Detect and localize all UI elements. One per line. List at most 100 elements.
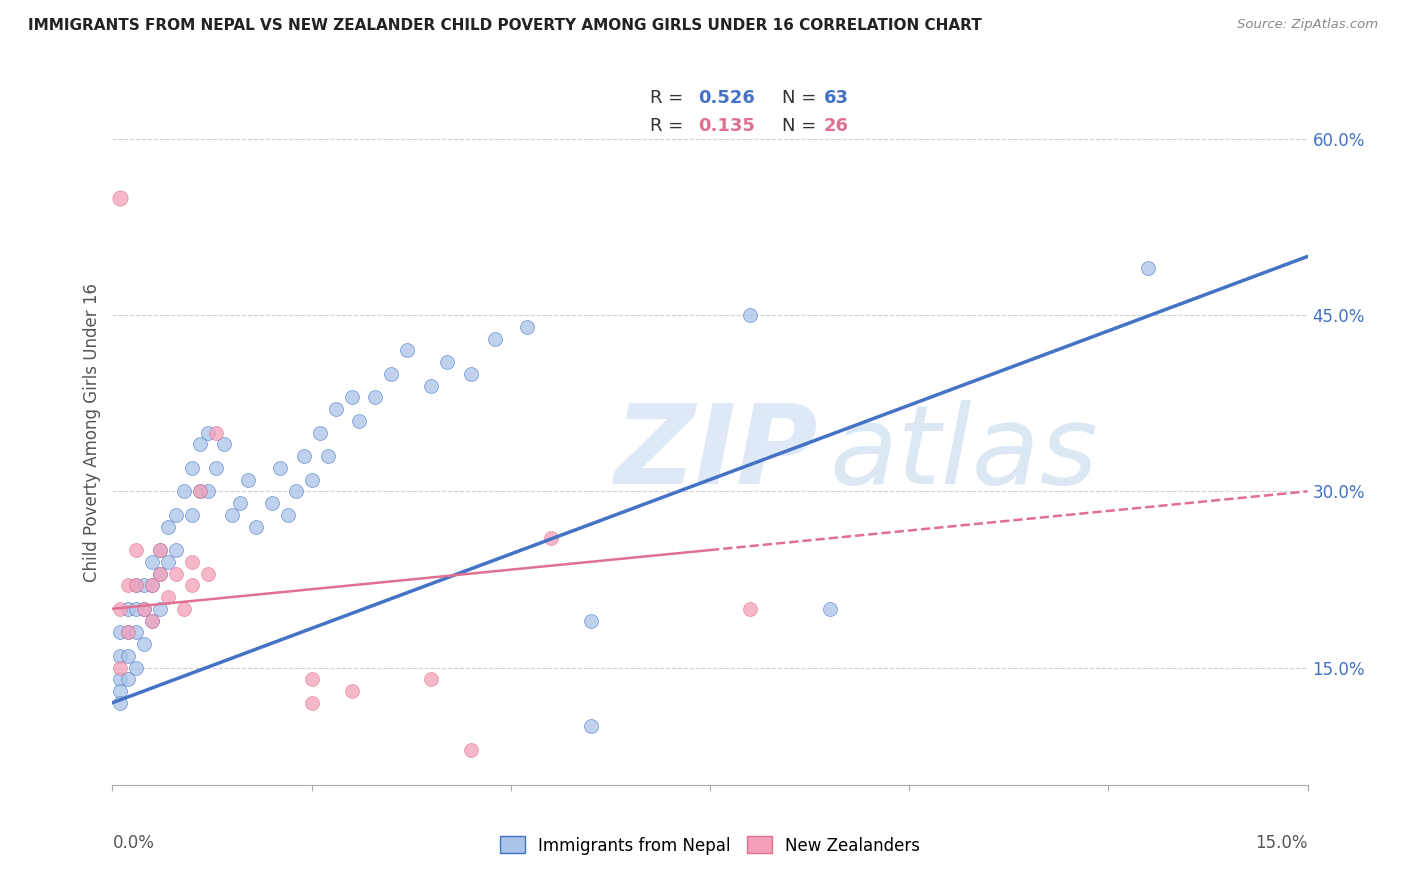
Text: 0.0%: 0.0% [112,834,155,852]
Point [516,319,538,334]
Point [165,543,187,558]
Point [188,437,211,451]
Point [141,578,163,592]
Point [460,742,482,756]
Point [396,343,419,358]
Point [117,601,139,615]
Point [540,531,562,545]
Text: IMMIGRANTS FROM NEPAL VS NEW ZEALANDER CHILD POVERTY AMONG GIRLS UNDER 16 CORREL: IMMIGRANTS FROM NEPAL VS NEW ZEALANDER C… [28,18,981,33]
Point [181,555,204,569]
Point [157,519,180,533]
Point [579,614,602,628]
Point [149,566,172,581]
Point [349,414,371,428]
Point [579,719,602,733]
Text: atlas: atlas [830,401,1098,508]
Y-axis label: Child Poverty Among Girls Under 16: Child Poverty Among Girls Under 16 [83,283,101,582]
Point [205,460,228,475]
Point [157,590,180,604]
Point [110,191,132,205]
Point [188,484,211,499]
Point [340,390,363,404]
Point [141,614,163,628]
Point [301,696,323,710]
Point [134,601,156,615]
Text: N =: N = [782,117,821,135]
Point [125,625,148,640]
Point [110,673,132,687]
Text: R =: R = [650,89,689,107]
Point [173,484,195,499]
Point [110,601,132,615]
Point [125,543,148,558]
Point [236,473,259,487]
Point [117,673,139,687]
Point [141,578,163,592]
Point [165,508,187,522]
Point [460,367,482,381]
Point [301,673,323,687]
Point [301,473,323,487]
Point [316,449,339,463]
Point [212,437,235,451]
Point [197,425,219,440]
Point [364,390,387,404]
Text: 15.0%: 15.0% [1256,834,1308,852]
Point [110,660,132,674]
Point [110,684,132,698]
Point [149,543,172,558]
Point [436,355,458,369]
Text: 63: 63 [824,89,849,107]
Point [284,484,307,499]
Point [141,555,163,569]
Point [380,367,402,381]
Point [181,578,204,592]
Point [277,508,299,522]
Point [420,673,443,687]
Point [149,601,172,615]
Point [484,332,506,346]
Legend: Immigrants from Nepal, New Zealanders: Immigrants from Nepal, New Zealanders [494,830,927,861]
Text: Source: ZipAtlas.com: Source: ZipAtlas.com [1237,18,1378,31]
Point [157,555,180,569]
Text: 0.135: 0.135 [699,117,755,135]
Point [181,460,204,475]
Point [340,684,363,698]
Point [1137,261,1160,276]
Point [308,425,330,440]
Point [134,637,156,651]
Point [110,648,132,663]
Point [173,601,195,615]
Point [229,496,252,510]
Point [117,648,139,663]
Point [420,378,443,392]
Point [149,566,172,581]
Point [221,508,243,522]
Text: N =: N = [782,89,821,107]
Point [110,696,132,710]
Point [125,660,148,674]
Point [117,625,139,640]
Point [134,601,156,615]
Point [125,578,148,592]
Point [738,308,761,322]
Point [149,543,172,558]
Text: 26: 26 [824,117,849,135]
Point [117,578,139,592]
Point [197,566,219,581]
Point [141,614,163,628]
Point [818,601,841,615]
Point [125,601,148,615]
Point [292,449,315,463]
Point [245,519,267,533]
Point [117,625,139,640]
Point [110,625,132,640]
Point [188,484,211,499]
Point [260,496,283,510]
Point [738,601,761,615]
Point [125,578,148,592]
Point [269,460,291,475]
Point [181,508,204,522]
Text: R =: R = [650,117,689,135]
Point [205,425,228,440]
